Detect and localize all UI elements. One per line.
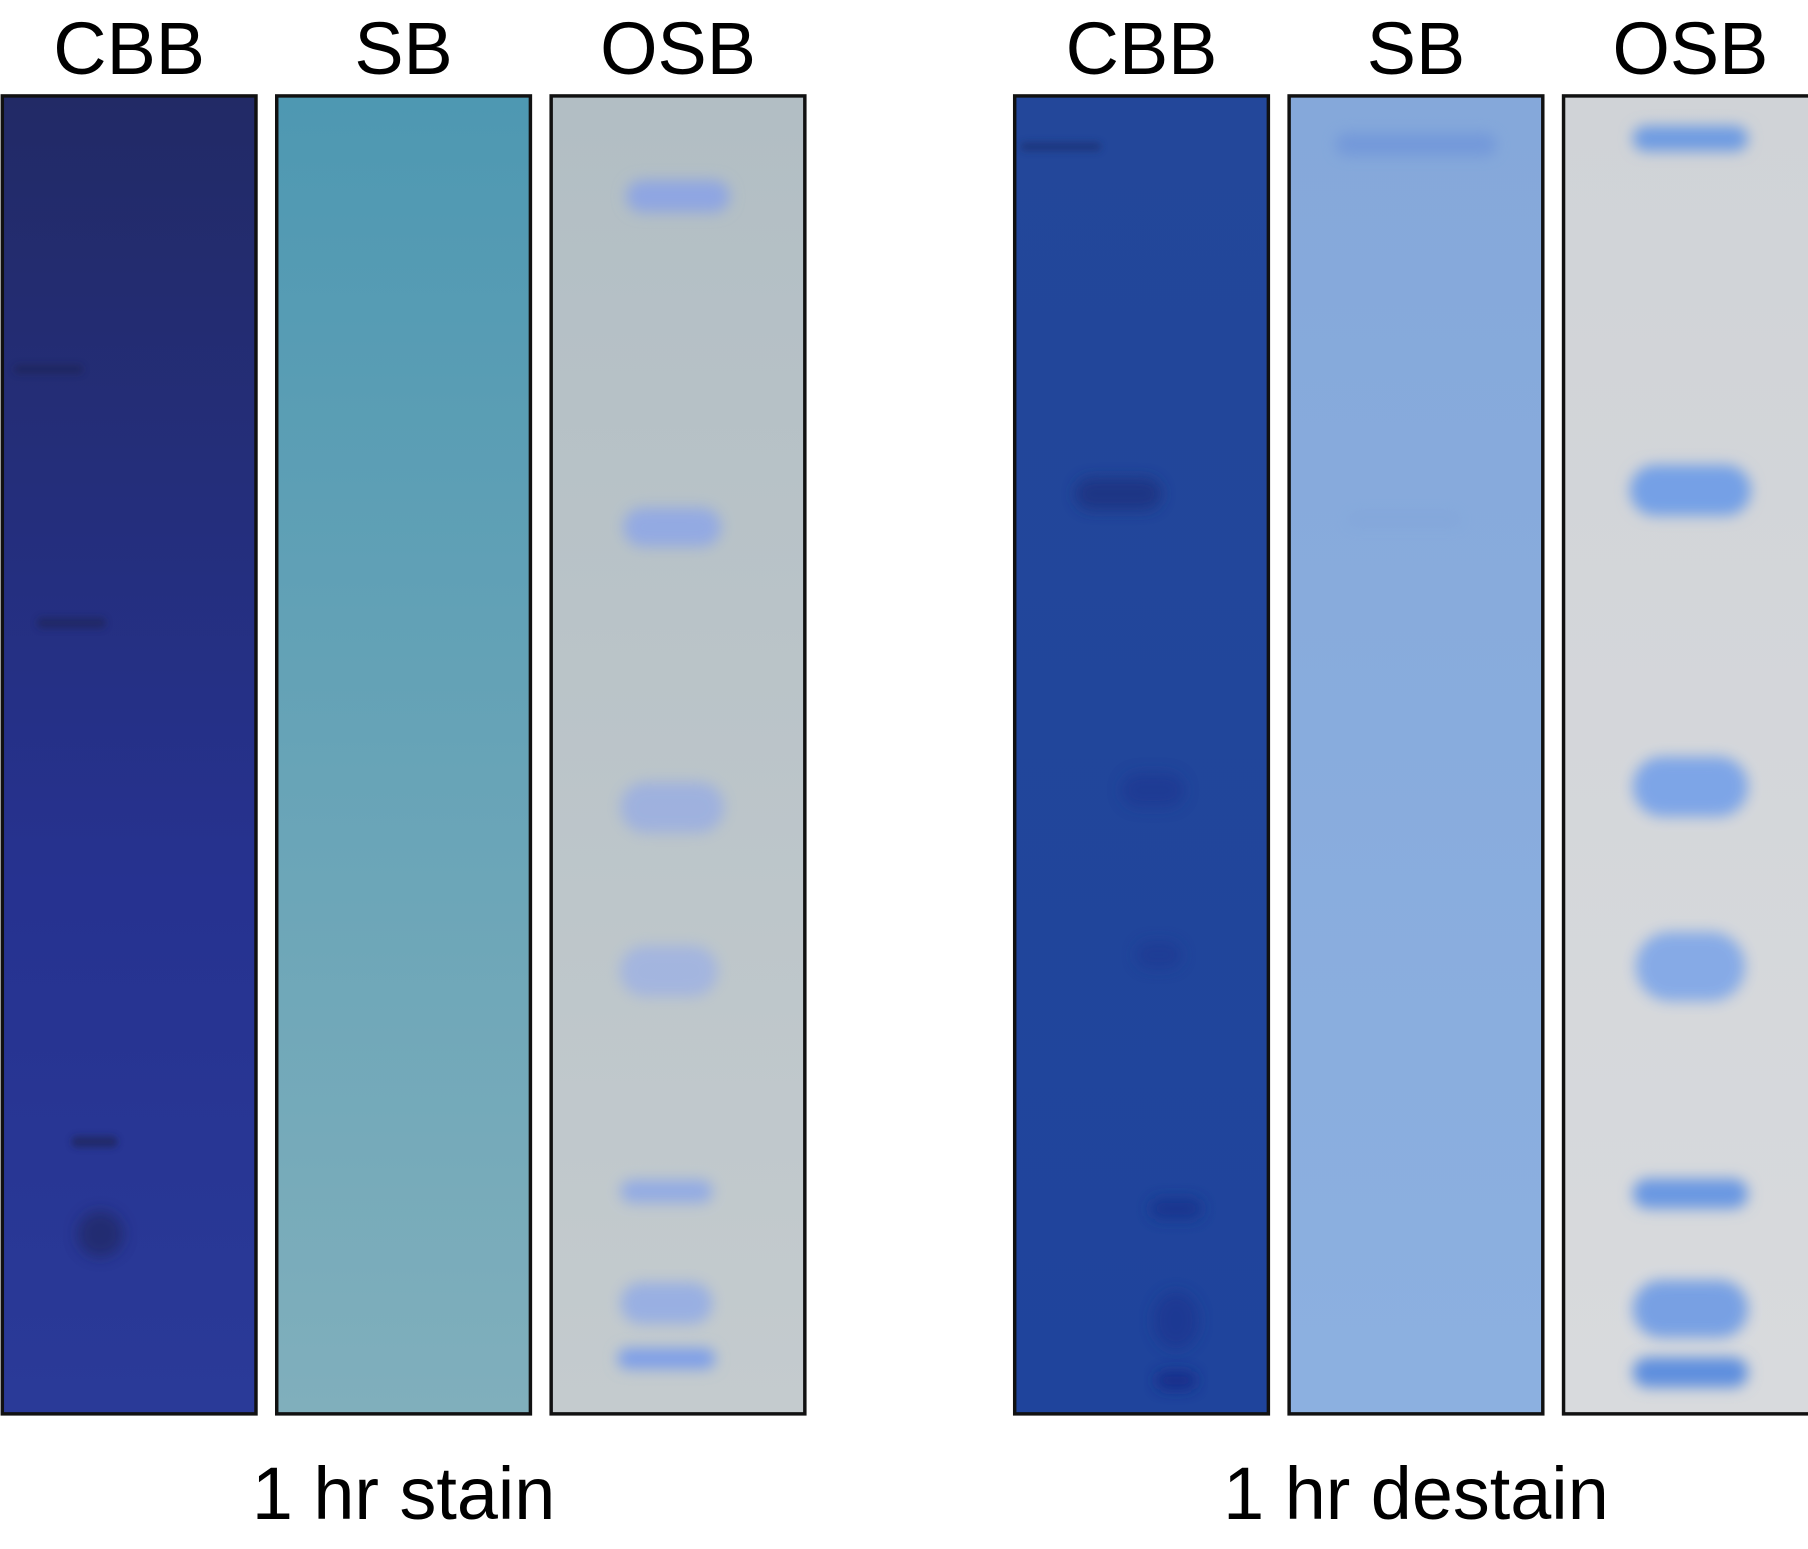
gel-band <box>1632 1280 1749 1338</box>
gel-band <box>1632 1178 1749 1209</box>
gel-band <box>13 364 84 374</box>
lane-label: OSB <box>600 7 756 90</box>
gel-lane <box>1014 95 1269 1414</box>
lane-label: CBB <box>53 7 205 90</box>
lane-border <box>1561 94 1808 1416</box>
gel-band <box>626 180 730 213</box>
panel-caption: 1 hr stain <box>252 1452 555 1535</box>
gel-band <box>1020 142 1102 152</box>
gel-band <box>1335 132 1497 156</box>
lane-border <box>549 94 807 1416</box>
gel-band <box>1075 477 1162 510</box>
gel-band <box>617 1348 716 1369</box>
gel-band <box>71 1135 118 1148</box>
gel-lane <box>1563 95 1808 1414</box>
gel-band <box>1632 756 1749 817</box>
gel-lane <box>2 95 256 1414</box>
gel-band <box>1135 941 1182 969</box>
gel-band <box>620 1179 713 1203</box>
gel-band <box>1155 1371 1197 1390</box>
gel-band <box>77 1210 124 1258</box>
gel-band <box>1632 125 1749 152</box>
gel-band <box>1153 1291 1200 1350</box>
panel-caption: 1 hr destain <box>1223 1452 1609 1535</box>
gel-band <box>1121 772 1185 808</box>
lane-label: SB <box>354 7 452 90</box>
gel-band <box>619 945 718 997</box>
gel-band <box>1635 931 1746 1002</box>
lane-border <box>1012 94 1271 1416</box>
lane-border <box>1287 94 1545 1416</box>
gel-band <box>623 507 722 547</box>
lane-border <box>0 94 258 1416</box>
gel-band <box>620 781 725 833</box>
lane-label: CBB <box>1066 7 1218 90</box>
gel-band <box>1346 511 1463 528</box>
gel-lane <box>1289 95 1543 1414</box>
gel-lane <box>276 95 531 1414</box>
gel-band <box>1632 1357 1749 1388</box>
gel-band <box>1629 464 1751 516</box>
gel-lane <box>551 95 805 1414</box>
gel-band <box>1150 1198 1203 1220</box>
gel-band <box>36 617 107 629</box>
gel-band <box>620 1282 713 1324</box>
lane-label: SB <box>1367 7 1465 90</box>
lane-label: OSB <box>1612 7 1768 90</box>
lane-border <box>275 94 533 1416</box>
